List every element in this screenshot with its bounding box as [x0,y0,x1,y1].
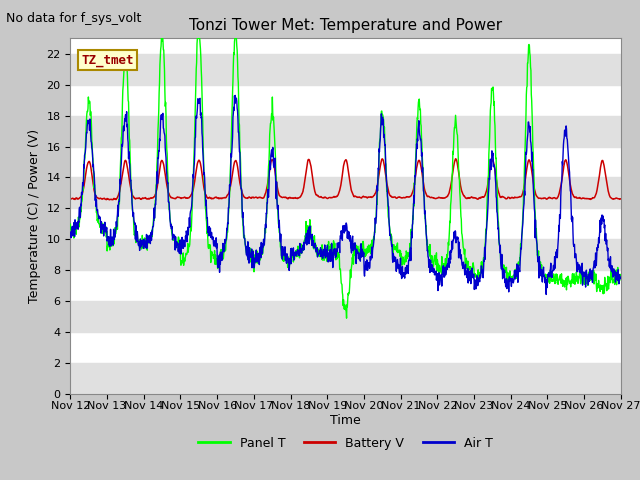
Text: No data for f_sys_volt: No data for f_sys_volt [6,12,142,25]
Panel T [617,273,625,279]
Panel T [189,176,197,181]
Legend: Panel T, Battery V, Air T: Panel T, Battery V, Air T [193,432,498,455]
Bar [70,54,621,85]
Air T [232,93,239,98]
Panel T [176,243,184,249]
Battery V [552,195,560,201]
Panel T [251,252,259,258]
Battery V [189,187,197,192]
Panel T [67,221,74,227]
Panel T [432,255,440,261]
Battery V [106,197,113,203]
Air T [67,229,74,235]
Bar [70,301,621,332]
Air T [251,257,259,263]
Air T [542,291,550,297]
Battery V [176,195,184,201]
Air T [431,270,439,276]
Panel T [504,269,511,275]
Air T [504,282,511,288]
Battery V [67,196,74,202]
Title: Tonzi Tower Met: Temperature and Power: Tonzi Tower Met: Temperature and Power [189,18,502,33]
Text: TZ_tmet: TZ_tmet [81,54,134,67]
Battery V [452,156,460,162]
Line: Panel T: Panel T [70,38,621,318]
Battery V [251,195,259,201]
Y-axis label: Temperature (C) / Power (V): Temperature (C) / Power (V) [28,129,41,303]
Air T [552,249,560,254]
Bar [70,116,621,146]
Bar [70,239,621,270]
Battery V [431,196,439,202]
Bar [70,178,621,208]
Panel T [342,315,350,321]
Line: Air T: Air T [70,96,621,294]
Panel T [552,271,560,277]
X-axis label: Time: Time [330,414,361,427]
Panel T [157,36,165,41]
Air T [175,251,183,256]
Air T [617,276,625,282]
Bar [70,363,621,394]
Battery V [504,195,511,201]
Battery V [617,196,625,202]
Air T [189,181,196,187]
Line: Battery V: Battery V [70,159,621,200]
